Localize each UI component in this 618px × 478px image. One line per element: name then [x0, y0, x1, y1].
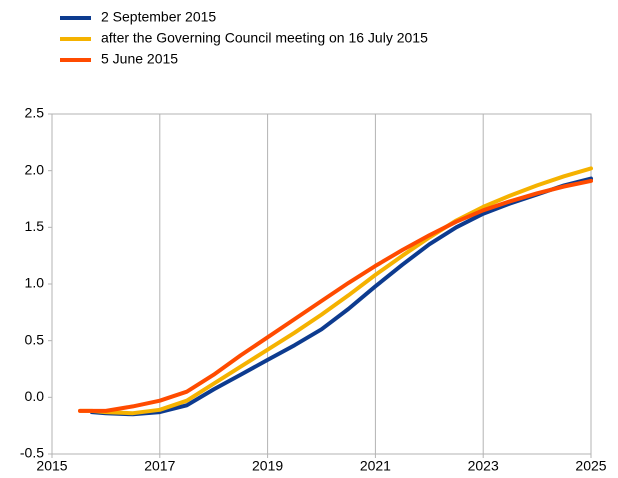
series-line: [78, 166, 593, 416]
y-tick-label: 2.5: [25, 105, 45, 121]
legend-label: after the Governing Council meeting on 1…: [101, 30, 428, 46]
y-tick-label: 1.5: [25, 218, 45, 234]
x-tick-label: 2015: [36, 458, 67, 474]
y-tick-label: 2.0: [25, 161, 45, 177]
legend-label: 2 September 2015: [101, 9, 216, 25]
series-line: [78, 178, 593, 413]
legend-label: 5 June 2015: [101, 51, 178, 67]
x-tick-label: 2023: [468, 458, 499, 474]
y-tick-label: 0.5: [25, 331, 45, 347]
x-tick-label: 2017: [144, 458, 175, 474]
x-tick-label: 2019: [252, 458, 283, 474]
y-tick-label: 1.0: [25, 275, 45, 291]
series-line: [89, 176, 593, 417]
plot-frame: [51, 113, 592, 455]
x-tick-label: 2021: [360, 458, 391, 474]
x-tick-label: 2025: [575, 458, 606, 474]
y-tick-label: 0.0: [25, 388, 45, 404]
y-tick-label: -0.5: [20, 445, 44, 461]
